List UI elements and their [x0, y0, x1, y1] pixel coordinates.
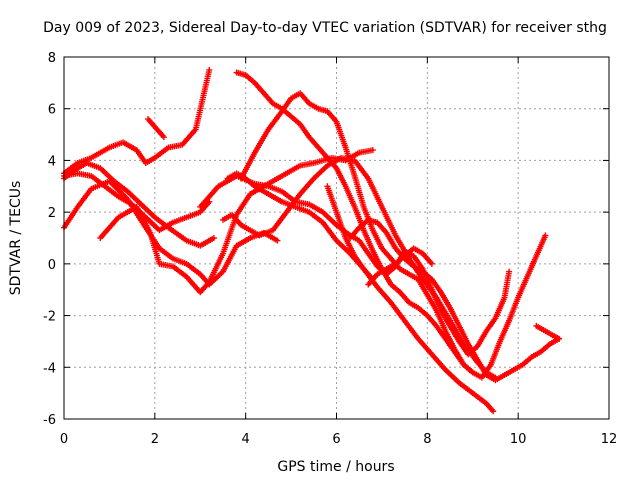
data-point — [206, 66, 213, 73]
series-12 — [347, 216, 563, 384]
y-axis-label: SDTVAR / TECUs — [8, 181, 24, 296]
series-2 — [145, 116, 167, 141]
data-series — [61, 66, 563, 415]
series-10 — [233, 69, 476, 376]
data-point — [210, 235, 217, 241]
series-14 — [324, 183, 376, 283]
y-tick-label: -2 — [43, 310, 56, 325]
data-point — [542, 232, 549, 239]
series-4 — [61, 160, 217, 249]
data-point — [369, 276, 376, 283]
series-8 — [197, 172, 513, 358]
x-tick-label: 8 — [423, 432, 431, 447]
y-tick-label: 8 — [48, 51, 56, 66]
data-point — [490, 408, 497, 415]
data-point — [274, 237, 281, 244]
x-tick-label: 6 — [332, 432, 340, 447]
x-axis-label: GPS time / hours — [277, 459, 394, 475]
axis-ticks: 0 2 4 6 8 10 12 -6 -4 -2 0 2 4 6 8 — [43, 51, 617, 447]
x-tick-label: 0 — [60, 432, 68, 447]
x-tick-label: 12 — [601, 432, 618, 447]
series-11 — [238, 90, 549, 381]
data-point — [428, 260, 435, 267]
series-7 — [224, 170, 497, 415]
series-15 — [533, 322, 563, 342]
chart-title: Day 009 of 2023, Sidereal Day-to-day VTE… — [43, 20, 607, 36]
y-tick-label: -4 — [43, 361, 56, 376]
data-point — [160, 134, 167, 141]
data-point — [556, 335, 563, 342]
y-tick-label: 6 — [48, 103, 56, 118]
y-tick-label: -6 — [43, 413, 56, 428]
y-tick-label: 2 — [48, 206, 56, 221]
x-tick-label: 2 — [151, 432, 159, 447]
data-point — [506, 268, 513, 275]
x-tick-label: 10 — [510, 432, 527, 447]
y-tick-label: 0 — [48, 258, 56, 273]
data-point — [369, 147, 376, 154]
y-tick-label: 4 — [48, 154, 56, 169]
x-tick-label: 4 — [242, 432, 250, 447]
